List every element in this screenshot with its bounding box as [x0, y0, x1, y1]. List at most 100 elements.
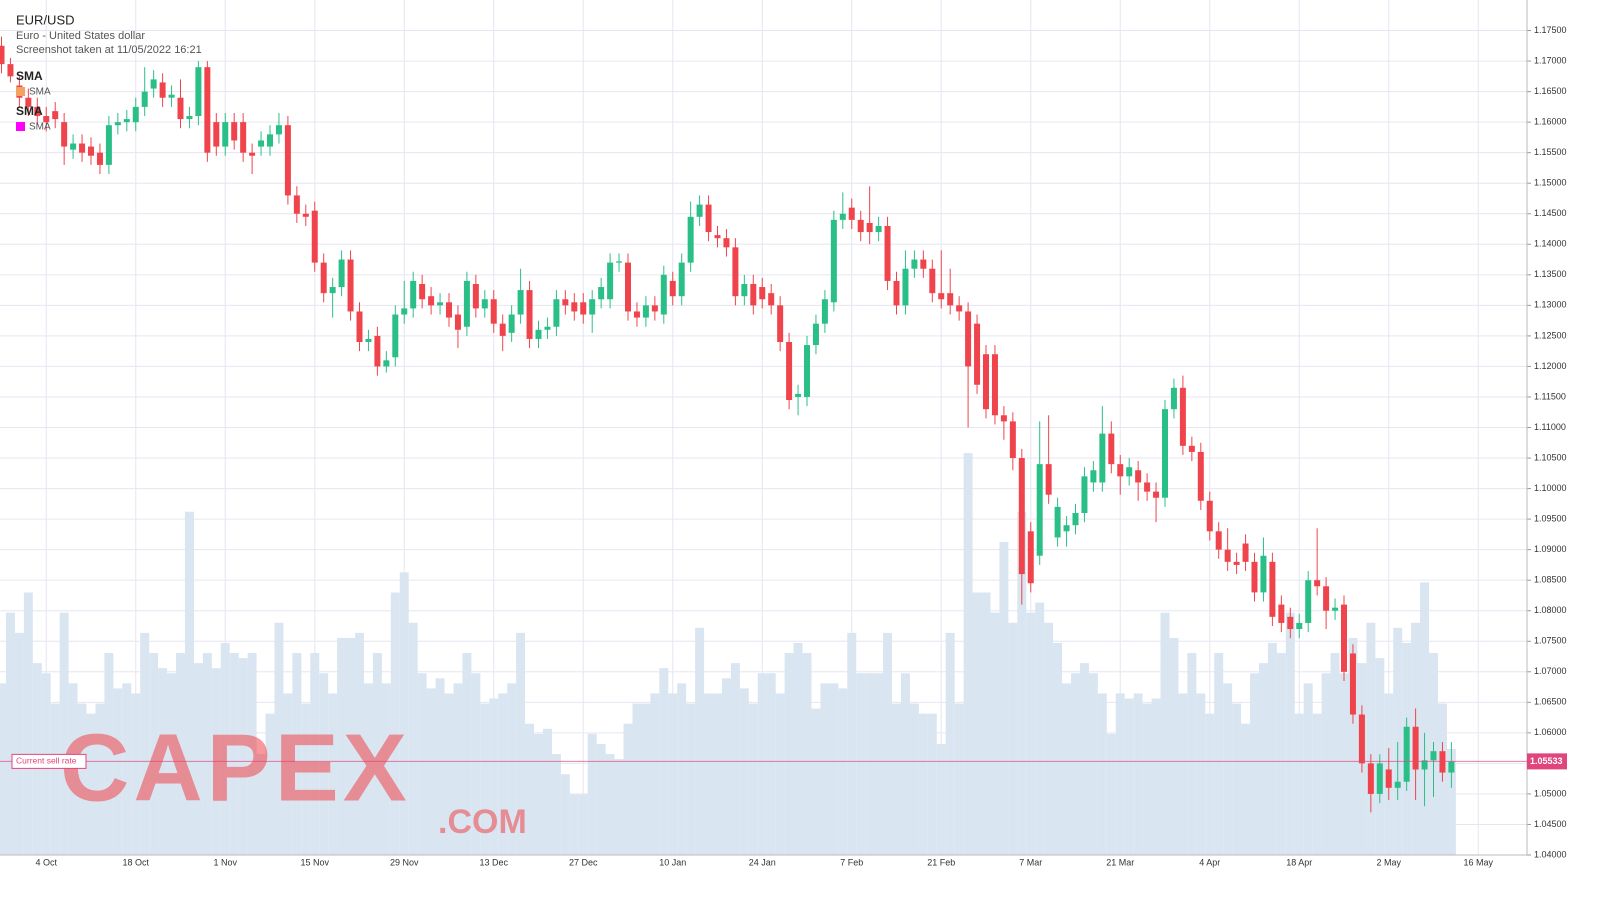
- volume-bar: [355, 632, 364, 855]
- candle-body: [965, 311, 972, 367]
- candle-body: [589, 299, 596, 315]
- volume-bar: [426, 688, 436, 855]
- volume-bar: [677, 683, 687, 855]
- candle-body: [857, 219, 864, 233]
- candle-body: [732, 247, 739, 297]
- candle-body: [651, 305, 658, 312]
- volume-bar: [113, 688, 123, 855]
- volume-bar: [704, 693, 714, 855]
- volume-bar: [748, 703, 758, 855]
- candle-body: [875, 225, 882, 233]
- volume-bar: [739, 688, 749, 855]
- legend-label: SMA: [29, 122, 51, 133]
- y-tick-label: 1.09000: [1534, 544, 1567, 554]
- volume-bar: [140, 632, 150, 855]
- x-tick-label: 4 Apr: [1199, 857, 1220, 867]
- candle-body: [544, 326, 551, 330]
- candle-body: [911, 259, 918, 269]
- volume-bar: [990, 612, 1000, 855]
- candle-body: [204, 67, 211, 153]
- candle-body: [625, 262, 631, 312]
- y-tick-label: 1.04000: [1534, 849, 1567, 859]
- axes: 1.040001.045001.050001.055001.060001.065…: [0, 0, 1567, 867]
- x-tick-label: 24 Jan: [749, 857, 776, 867]
- candle-body: [902, 268, 909, 306]
- volume-bar: [668, 693, 678, 855]
- y-tick-label: 1.11500: [1534, 391, 1566, 401]
- indicator-name: SMA: [16, 104, 43, 118]
- volume-bar: [1053, 642, 1063, 855]
- candle-body: [848, 207, 855, 220]
- volume-bar: [1205, 713, 1215, 855]
- candle-body: [786, 342, 793, 401]
- volume-bar: [954, 703, 964, 855]
- candle-body: [70, 143, 77, 150]
- candle-body: [195, 67, 202, 117]
- indicator-name: SMA: [16, 69, 43, 83]
- candle-body: [463, 280, 470, 327]
- candle-body: [52, 111, 59, 120]
- candle-body: [517, 290, 524, 315]
- volume-bar: [1071, 673, 1080, 855]
- volume-bar: [1079, 663, 1089, 855]
- volume-bar: [641, 703, 651, 855]
- volume-bar: [1232, 703, 1242, 855]
- volume-bar: [1106, 733, 1116, 855]
- volume-bar: [811, 708, 821, 855]
- volume-bar: [1241, 723, 1251, 855]
- volume-bar: [381, 683, 391, 855]
- volume-bar: [1258, 663, 1268, 855]
- legend-label: SMA: [29, 87, 51, 98]
- candle-body: [1045, 464, 1052, 495]
- volume-bar: [560, 774, 570, 855]
- candle-body: [34, 106, 41, 117]
- volume-bar: [462, 653, 472, 855]
- candle-body: [1430, 751, 1437, 761]
- volume-bar: [417, 673, 427, 855]
- candle-body: [1179, 387, 1186, 446]
- y-tick-label: 1.16000: [1534, 117, 1567, 127]
- volume-bar: [730, 663, 740, 855]
- candle-body: [893, 280, 900, 306]
- x-tick-label: 10 Jan: [659, 857, 686, 867]
- volume-bar: [1142, 703, 1152, 855]
- volume-bar: [1133, 693, 1143, 855]
- candle-body: [419, 283, 426, 300]
- volume-bar: [1062, 683, 1072, 855]
- candle-body: [88, 146, 94, 156]
- volume-bar: [883, 632, 893, 855]
- volume-bar: [220, 642, 230, 855]
- y-tick-label: 1.06500: [1534, 697, 1567, 707]
- watermark-domain: .COM: [438, 803, 527, 841]
- candle-body: [302, 213, 309, 217]
- volume-bar: [1321, 673, 1331, 855]
- y-tick-label: 1.12000: [1534, 361, 1567, 371]
- candle-body: [1009, 421, 1016, 459]
- candle-body: [401, 308, 408, 315]
- candle-body: [750, 283, 757, 306]
- volume-bar: [408, 622, 418, 855]
- volume-bar: [587, 733, 597, 855]
- candle-body: [1296, 622, 1303, 630]
- volume-bar: [1196, 693, 1206, 855]
- candle-body: [956, 305, 963, 312]
- candle-body: [1170, 387, 1177, 410]
- y-tick-label: 1.15000: [1534, 178, 1567, 188]
- candle-body: [1036, 464, 1043, 556]
- volume-bar: [900, 673, 910, 855]
- volume-bar: [131, 693, 141, 855]
- volume-bar: [829, 683, 839, 855]
- candle-body: [616, 261, 623, 263]
- volume-bar: [95, 703, 105, 855]
- volume-bar: [623, 723, 633, 855]
- volume-bar: [1115, 693, 1125, 855]
- candle-body: [1215, 531, 1222, 550]
- volume-bar: [578, 794, 588, 855]
- volume-bar: [346, 637, 356, 855]
- volume-bar: [1303, 683, 1313, 855]
- y-tick-label: 1.17000: [1534, 55, 1567, 65]
- candle-body: [1358, 714, 1365, 764]
- volume-bar: [193, 663, 203, 855]
- volume-bar: [238, 658, 248, 855]
- volume-bar: [104, 653, 114, 855]
